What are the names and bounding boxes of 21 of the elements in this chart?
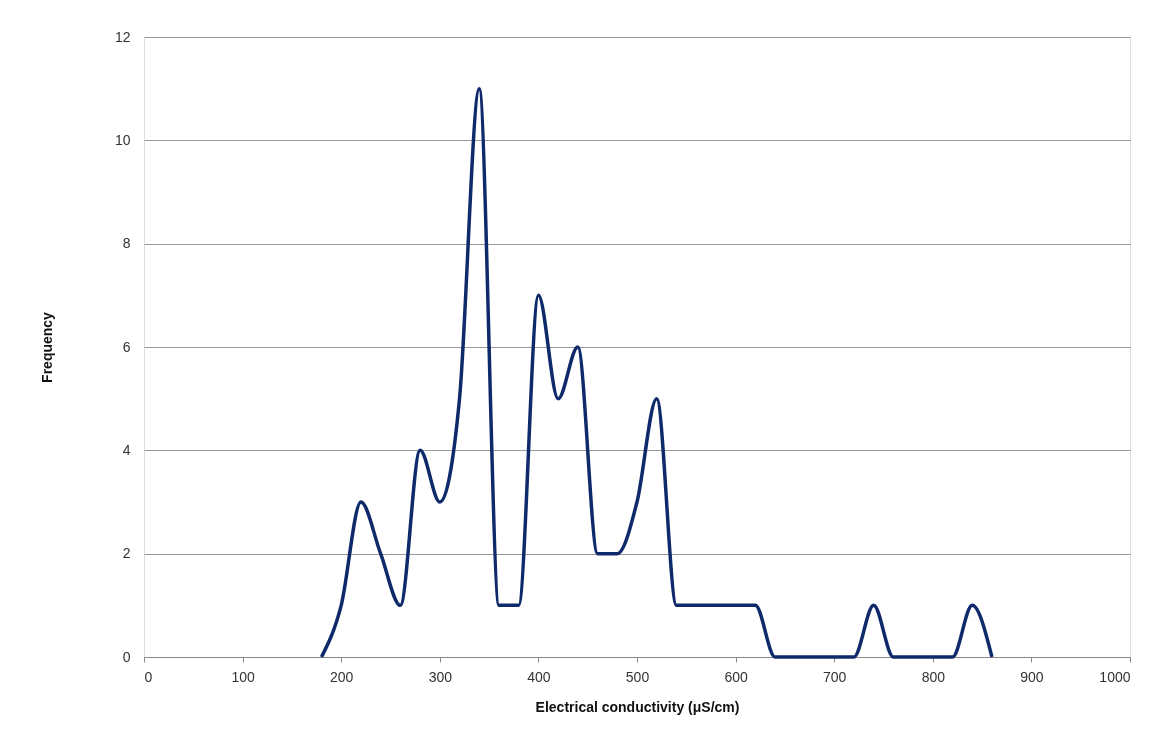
y-tick-label: 8 xyxy=(122,235,131,252)
y-axis-title: Frequency xyxy=(38,311,55,383)
y-tick-label: 2 xyxy=(122,545,131,562)
y-tick-label: 12 xyxy=(114,28,131,45)
y-tick-label: 6 xyxy=(122,338,131,355)
x-tick-label: 700 xyxy=(823,668,847,685)
x-tick-label: 400 xyxy=(527,668,551,685)
x-tick-label: 500 xyxy=(625,668,650,685)
y-tick-label: 4 xyxy=(122,441,131,458)
x-tick-label: 300 xyxy=(428,668,453,685)
x-tick-label: 100 xyxy=(231,668,255,685)
x-tick-label: 0 xyxy=(144,668,153,685)
x-tick-label: 200 xyxy=(330,668,354,685)
x-tick-label: 1000 xyxy=(1099,668,1131,685)
x-tick-label: 900 xyxy=(1020,668,1044,685)
x-axis-title: Electrical conductivity (μS/cm) xyxy=(535,698,740,715)
line-series xyxy=(319,86,994,659)
y-tick-label: 10 xyxy=(114,131,131,148)
x-tick-label: 600 xyxy=(724,668,748,685)
y-tick-label: 0 xyxy=(122,648,131,665)
x-tick-label: 800 xyxy=(921,668,946,685)
